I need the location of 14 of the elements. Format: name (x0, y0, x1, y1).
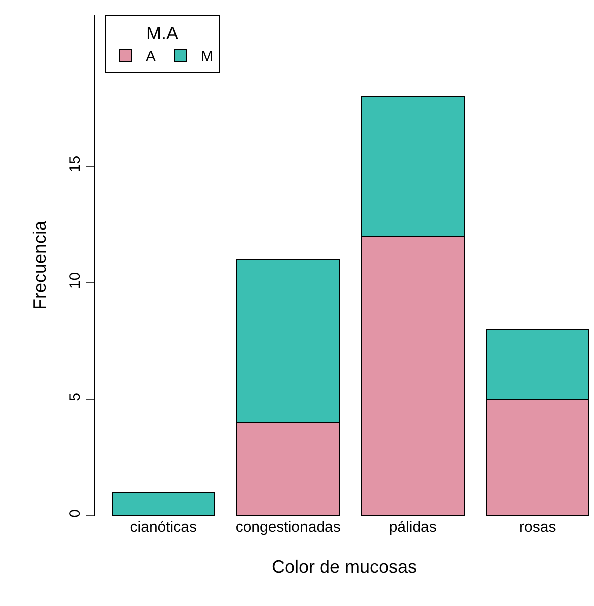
y-axis-title: Frecuencia (30, 220, 50, 310)
legend-label: M (200, 48, 214, 66)
x-tick-label: congestionadas (236, 519, 341, 536)
y-tick-label: 15 (67, 156, 84, 173)
y-tick-label: 0 (67, 510, 84, 518)
legend-label: A (146, 48, 156, 66)
x-axis-title: Color de mucosas (272, 557, 418, 578)
x-tick-label: cianóticas (130, 519, 197, 536)
bar (112, 492, 216, 516)
y-tick-label: 5 (67, 393, 84, 402)
x-tick-label: rosas (520, 519, 556, 536)
x-tick-label: pálidas (389, 519, 437, 536)
y-tick-label: 10 (67, 272, 84, 290)
legend-title: M.A (146, 23, 178, 44)
